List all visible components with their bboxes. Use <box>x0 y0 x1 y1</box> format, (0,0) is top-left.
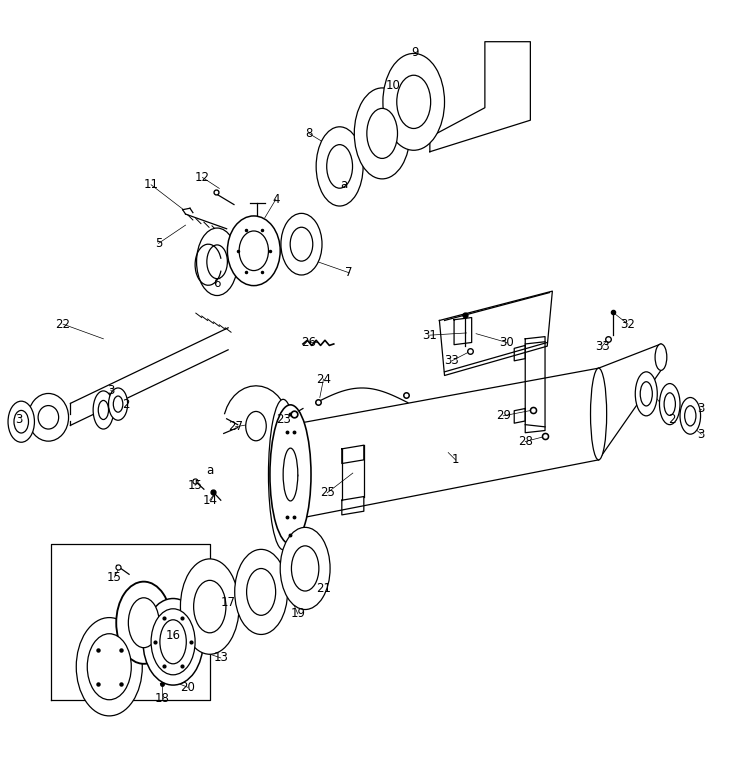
Text: 3: 3 <box>107 383 115 397</box>
Text: 5: 5 <box>155 237 162 250</box>
Ellipse shape <box>129 598 159 648</box>
Ellipse shape <box>367 108 398 158</box>
Ellipse shape <box>8 401 35 442</box>
Text: 15: 15 <box>107 570 122 584</box>
Text: 18: 18 <box>154 692 170 705</box>
Text: 32: 32 <box>620 318 635 331</box>
Ellipse shape <box>245 411 266 441</box>
Text: 9: 9 <box>412 46 419 60</box>
Ellipse shape <box>143 598 203 685</box>
Text: 23: 23 <box>276 413 290 426</box>
Ellipse shape <box>354 88 410 179</box>
Text: 16: 16 <box>165 629 181 642</box>
Ellipse shape <box>291 546 319 591</box>
Text: 28: 28 <box>517 435 533 448</box>
Text: a: a <box>340 179 348 191</box>
Text: a: a <box>206 465 213 478</box>
Text: 10: 10 <box>386 79 401 92</box>
Ellipse shape <box>93 391 114 429</box>
Text: 3: 3 <box>698 402 705 415</box>
Text: 2: 2 <box>668 413 675 426</box>
Text: 3: 3 <box>698 427 705 441</box>
Ellipse shape <box>640 382 653 406</box>
Ellipse shape <box>239 231 268 271</box>
Text: 2: 2 <box>122 398 129 411</box>
Text: 1: 1 <box>452 453 459 466</box>
Ellipse shape <box>247 568 276 615</box>
Ellipse shape <box>659 383 680 424</box>
Text: 11: 11 <box>143 179 159 191</box>
Text: 33: 33 <box>595 339 609 352</box>
Text: 7: 7 <box>345 266 353 279</box>
Ellipse shape <box>98 400 109 420</box>
Text: 3: 3 <box>15 413 23 426</box>
Ellipse shape <box>87 634 132 700</box>
Ellipse shape <box>113 396 123 412</box>
Text: 22: 22 <box>56 318 71 331</box>
Ellipse shape <box>635 372 657 416</box>
Ellipse shape <box>316 127 363 206</box>
Ellipse shape <box>160 620 186 664</box>
Text: 33: 33 <box>445 354 459 367</box>
Ellipse shape <box>327 145 353 188</box>
Ellipse shape <box>283 448 298 501</box>
Ellipse shape <box>38 406 59 429</box>
Text: 15: 15 <box>187 479 203 492</box>
Ellipse shape <box>590 368 606 460</box>
Ellipse shape <box>281 213 322 275</box>
Ellipse shape <box>116 581 171 664</box>
Text: 27: 27 <box>228 421 243 434</box>
Ellipse shape <box>180 559 239 654</box>
Ellipse shape <box>196 228 237 295</box>
Ellipse shape <box>109 388 128 421</box>
Text: 30: 30 <box>500 336 514 349</box>
Ellipse shape <box>268 400 298 550</box>
Ellipse shape <box>280 527 330 610</box>
Text: 29: 29 <box>495 410 511 422</box>
Ellipse shape <box>664 393 675 415</box>
Ellipse shape <box>383 53 445 150</box>
Ellipse shape <box>234 550 287 635</box>
Ellipse shape <box>655 344 667 370</box>
Text: 6: 6 <box>213 278 220 291</box>
Ellipse shape <box>76 618 143 716</box>
Ellipse shape <box>684 406 696 426</box>
Text: 12: 12 <box>195 171 210 184</box>
Text: 13: 13 <box>213 652 228 665</box>
Ellipse shape <box>207 245 227 278</box>
Ellipse shape <box>193 581 226 633</box>
Text: 4: 4 <box>272 193 279 206</box>
Text: 14: 14 <box>202 494 218 507</box>
Ellipse shape <box>397 75 431 128</box>
Ellipse shape <box>151 609 195 675</box>
Ellipse shape <box>28 393 68 441</box>
Ellipse shape <box>227 216 280 286</box>
Text: 24: 24 <box>316 373 331 386</box>
Text: 17: 17 <box>220 597 236 609</box>
Text: 20: 20 <box>180 681 196 694</box>
Ellipse shape <box>680 397 700 434</box>
Ellipse shape <box>14 410 29 433</box>
Ellipse shape <box>270 405 311 544</box>
Text: 8: 8 <box>305 127 312 140</box>
Text: 26: 26 <box>301 336 316 349</box>
Text: 25: 25 <box>320 486 334 499</box>
Ellipse shape <box>290 227 313 261</box>
Text: 21: 21 <box>316 582 331 594</box>
Text: 31: 31 <box>423 329 437 342</box>
Text: 19: 19 <box>290 608 305 621</box>
